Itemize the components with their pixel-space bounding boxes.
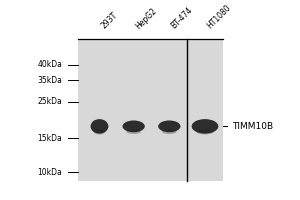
Ellipse shape — [196, 129, 214, 135]
Text: 293T: 293T — [100, 11, 119, 31]
Ellipse shape — [192, 119, 218, 134]
Ellipse shape — [91, 119, 108, 134]
Ellipse shape — [158, 120, 181, 132]
Text: 10kDa: 10kDa — [38, 168, 62, 177]
Ellipse shape — [94, 129, 105, 135]
Text: HT1080: HT1080 — [205, 3, 232, 31]
Text: 35kDa: 35kDa — [38, 76, 62, 85]
Text: 25kDa: 25kDa — [38, 97, 62, 106]
Text: HepG2: HepG2 — [134, 6, 158, 31]
Text: TIMM10B: TIMM10B — [232, 122, 273, 131]
Ellipse shape — [162, 130, 177, 134]
Text: 15kDa: 15kDa — [38, 134, 62, 143]
Ellipse shape — [126, 130, 141, 134]
Ellipse shape — [122, 120, 145, 132]
Bar — [78, 39, 223, 181]
Text: 40kDa: 40kDa — [38, 60, 62, 69]
Text: BT-474: BT-474 — [169, 6, 194, 31]
